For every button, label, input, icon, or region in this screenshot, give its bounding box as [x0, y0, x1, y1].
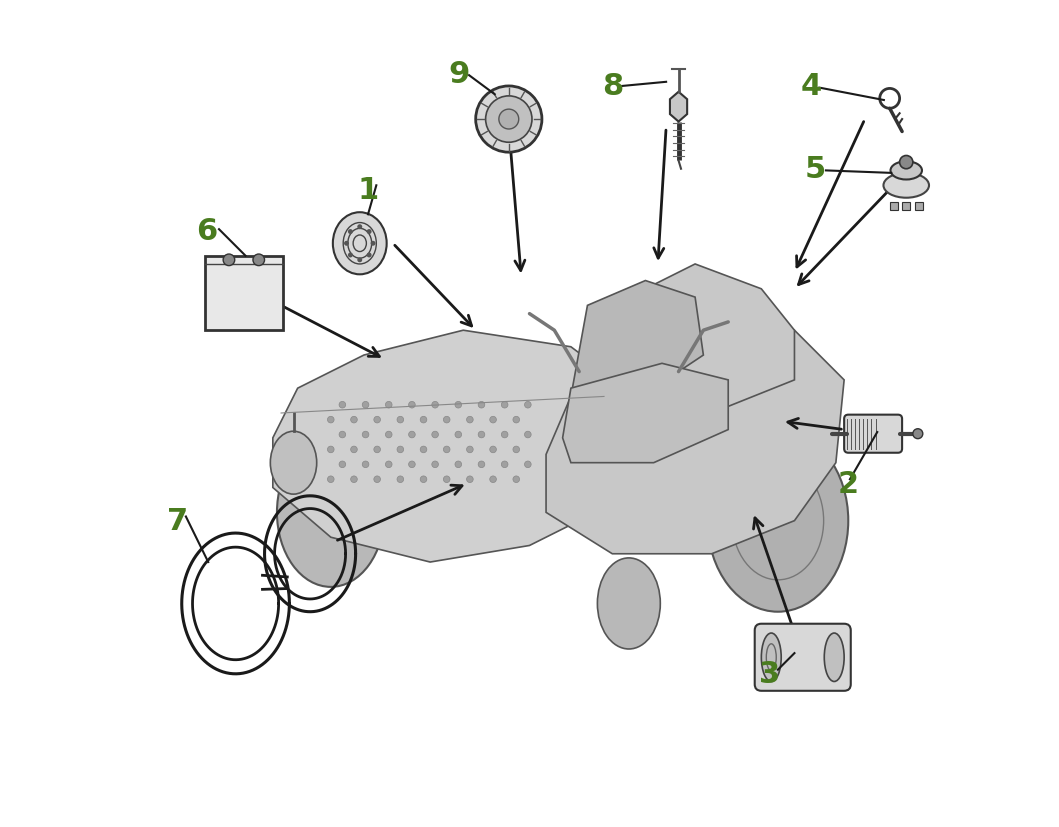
- Circle shape: [409, 461, 415, 468]
- FancyBboxPatch shape: [755, 624, 850, 691]
- Circle shape: [913, 429, 922, 439]
- Circle shape: [455, 402, 462, 409]
- Bar: [902, 203, 911, 211]
- Polygon shape: [612, 265, 794, 414]
- Text: 4: 4: [801, 72, 822, 102]
- Bar: [890, 203, 898, 211]
- Polygon shape: [273, 331, 638, 562]
- Circle shape: [455, 432, 462, 438]
- Circle shape: [479, 461, 485, 468]
- Circle shape: [432, 461, 438, 468]
- Circle shape: [524, 402, 532, 409]
- Circle shape: [467, 417, 473, 423]
- Circle shape: [513, 417, 520, 423]
- Circle shape: [339, 402, 345, 409]
- Circle shape: [374, 476, 380, 483]
- Circle shape: [371, 241, 376, 246]
- Circle shape: [499, 110, 519, 130]
- Polygon shape: [571, 281, 703, 405]
- Polygon shape: [562, 364, 729, 463]
- Circle shape: [385, 432, 392, 438]
- Circle shape: [366, 253, 372, 258]
- Circle shape: [362, 432, 369, 438]
- Ellipse shape: [277, 438, 384, 587]
- Ellipse shape: [883, 174, 929, 198]
- Circle shape: [366, 230, 372, 235]
- Circle shape: [362, 461, 369, 468]
- Text: 6: 6: [196, 217, 217, 246]
- Circle shape: [351, 417, 357, 423]
- Circle shape: [501, 402, 508, 409]
- Text: 1: 1: [358, 175, 379, 205]
- Text: 2: 2: [838, 469, 859, 499]
- Circle shape: [409, 402, 415, 409]
- Text: 5: 5: [805, 155, 826, 184]
- Ellipse shape: [761, 633, 782, 681]
- Circle shape: [339, 461, 345, 468]
- Circle shape: [409, 432, 415, 438]
- Circle shape: [467, 476, 473, 483]
- Circle shape: [397, 476, 403, 483]
- Circle shape: [479, 402, 485, 409]
- Circle shape: [348, 253, 353, 258]
- Circle shape: [351, 476, 357, 483]
- Polygon shape: [546, 314, 844, 554]
- Circle shape: [524, 432, 532, 438]
- Text: 7: 7: [167, 506, 189, 536]
- Text: 8: 8: [602, 72, 623, 102]
- Circle shape: [420, 476, 427, 483]
- Circle shape: [327, 417, 334, 423]
- Circle shape: [486, 97, 532, 143]
- Circle shape: [479, 432, 485, 438]
- Circle shape: [501, 461, 508, 468]
- FancyBboxPatch shape: [844, 415, 902, 453]
- Ellipse shape: [707, 430, 848, 612]
- Text: 3: 3: [759, 659, 780, 689]
- Circle shape: [455, 461, 462, 468]
- Circle shape: [253, 255, 265, 266]
- Circle shape: [344, 241, 349, 246]
- Circle shape: [374, 417, 380, 423]
- Circle shape: [432, 402, 438, 409]
- Circle shape: [339, 432, 345, 438]
- Circle shape: [351, 447, 357, 453]
- Circle shape: [524, 461, 532, 468]
- Ellipse shape: [270, 432, 317, 495]
- Circle shape: [362, 402, 369, 409]
- Circle shape: [327, 476, 334, 483]
- Circle shape: [513, 447, 520, 453]
- Circle shape: [444, 417, 450, 423]
- Circle shape: [348, 230, 353, 235]
- Circle shape: [374, 447, 380, 453]
- Ellipse shape: [333, 213, 387, 275]
- Circle shape: [501, 432, 508, 438]
- Circle shape: [432, 432, 438, 438]
- FancyBboxPatch shape: [204, 256, 283, 331]
- Text: 9: 9: [448, 60, 470, 89]
- Circle shape: [467, 447, 473, 453]
- Circle shape: [397, 417, 403, 423]
- Circle shape: [420, 417, 427, 423]
- Circle shape: [489, 476, 497, 483]
- Circle shape: [444, 476, 450, 483]
- Ellipse shape: [597, 558, 661, 649]
- Circle shape: [357, 225, 362, 230]
- Circle shape: [223, 255, 235, 266]
- Circle shape: [513, 476, 520, 483]
- Ellipse shape: [824, 633, 844, 681]
- Circle shape: [357, 258, 362, 263]
- Bar: [915, 203, 922, 211]
- Circle shape: [397, 447, 403, 453]
- Circle shape: [385, 461, 392, 468]
- Ellipse shape: [891, 162, 922, 180]
- Circle shape: [385, 402, 392, 409]
- Circle shape: [489, 447, 497, 453]
- Circle shape: [327, 447, 334, 453]
- Circle shape: [475, 87, 542, 153]
- Polygon shape: [670, 93, 687, 122]
- Circle shape: [420, 447, 427, 453]
- Circle shape: [489, 417, 497, 423]
- Circle shape: [444, 447, 450, 453]
- Circle shape: [899, 156, 913, 170]
